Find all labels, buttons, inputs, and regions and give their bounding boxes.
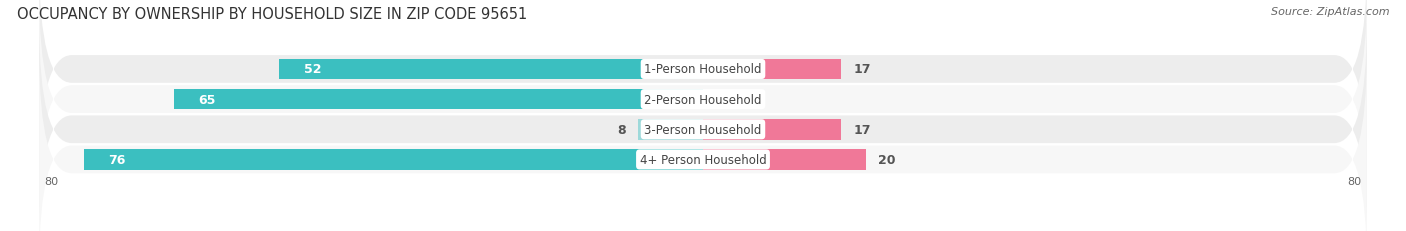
Text: 0: 0	[716, 93, 724, 106]
FancyBboxPatch shape	[39, 0, 1367, 206]
Text: 65: 65	[198, 93, 215, 106]
FancyBboxPatch shape	[39, 23, 1367, 231]
Bar	[703, 149, 866, 170]
Text: 20: 20	[879, 153, 896, 166]
Text: 52: 52	[304, 63, 322, 76]
FancyBboxPatch shape	[39, 0, 1367, 176]
Bar	[280, 59, 703, 80]
Text: OCCUPANCY BY OWNERSHIP BY HOUSEHOLD SIZE IN ZIP CODE 95651: OCCUPANCY BY OWNERSHIP BY HOUSEHOLD SIZE…	[17, 7, 527, 22]
Text: 8: 8	[617, 123, 626, 136]
Bar	[703, 59, 841, 80]
Bar	[703, 119, 841, 140]
Bar	[173, 89, 703, 110]
Text: Source: ZipAtlas.com: Source: ZipAtlas.com	[1271, 7, 1389, 17]
Text: 2-Person Household: 2-Person Household	[644, 93, 762, 106]
Text: 17: 17	[853, 63, 872, 76]
Text: 4+ Person Household: 4+ Person Household	[640, 153, 766, 166]
Text: 17: 17	[853, 123, 872, 136]
Text: 3-Person Household: 3-Person Household	[644, 123, 762, 136]
FancyBboxPatch shape	[39, 53, 1367, 231]
Bar	[84, 149, 703, 170]
Text: 1-Person Household: 1-Person Household	[644, 63, 762, 76]
Text: 76: 76	[108, 153, 125, 166]
Bar	[638, 119, 703, 140]
